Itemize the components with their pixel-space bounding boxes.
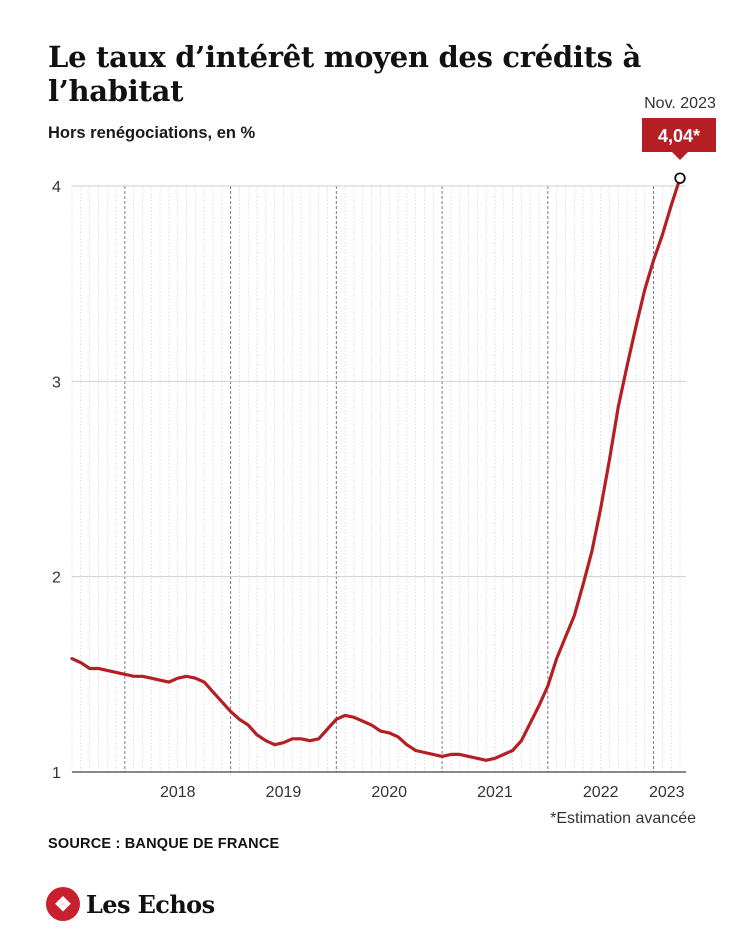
axes: 1 2 3 4 2018 2019 2020 2021 2022 2023 — [52, 179, 685, 801]
series-line — [70, 176, 682, 762]
brand-logo: ❖ Les Echos — [46, 887, 215, 921]
series-layer — [70, 172, 686, 762]
eagle-icon: ❖ — [46, 887, 80, 921]
y-tick-label: 4 — [52, 179, 61, 196]
x-tick-label: 2018 — [160, 784, 196, 801]
y-tick-label: 3 — [52, 374, 61, 391]
brand-name: Les Echos — [86, 889, 215, 919]
endpoint-marker — [674, 172, 686, 184]
annotation-date-label: Nov. 2023 — [644, 95, 716, 112]
annotation-value-label: 4,04* — [658, 126, 700, 146]
annotation-value-badge — [642, 118, 716, 160]
source-label: SOURCE : BANQUE DE FRANCE — [48, 836, 280, 852]
chart-subtitle: Hors renégociations, en % — [48, 124, 256, 142]
annotation: Nov. 2023 4,04* — [642, 95, 716, 160]
grid — [71, 185, 686, 773]
y-tick-label: 2 — [52, 570, 61, 587]
x-tick-label: 2022 — [583, 784, 619, 801]
y-tick-label: 1 — [52, 765, 61, 782]
x-tick-label: 2019 — [266, 784, 302, 801]
footnote: *Estimation avancée — [550, 810, 696, 827]
chart-title: Le taux d’intérêt moyen des crédits à l’… — [48, 40, 641, 108]
x-tick-label: 2023 — [649, 784, 685, 801]
x-tick-label: 2020 — [371, 784, 407, 801]
x-tick-label: 2021 — [477, 784, 513, 801]
